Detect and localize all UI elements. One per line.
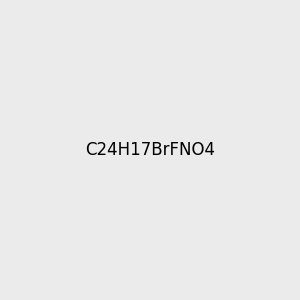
Text: C24H17BrFNO4: C24H17BrFNO4 [85,141,215,159]
